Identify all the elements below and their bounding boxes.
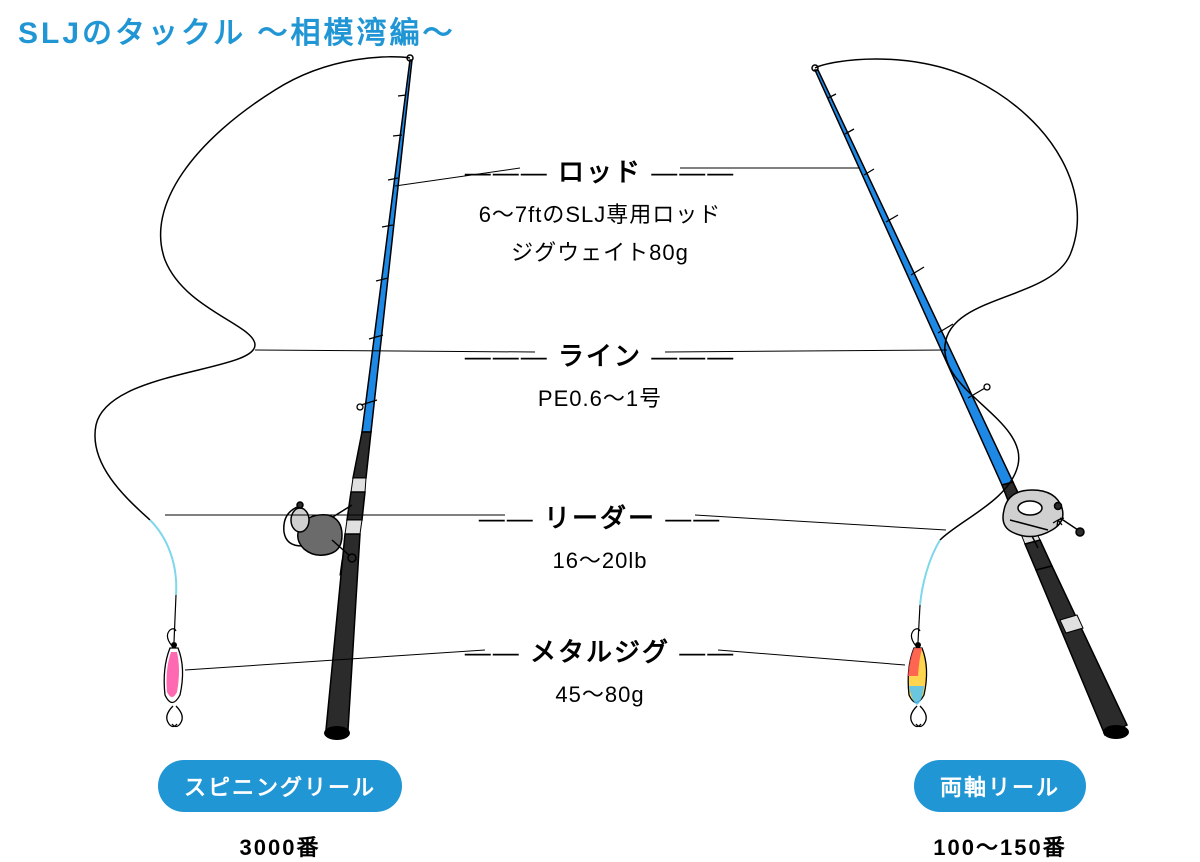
jig-label: メタルジグ: [530, 637, 670, 667]
diagram-stage: SLJのタックル ～相模湾編～: [0, 0, 1200, 860]
right-rod-upper: [815, 70, 1013, 485]
leader-heading: ―― リーダー ――: [0, 498, 1200, 535]
right-reel-block: 両軸リール 100～150番: [880, 760, 1120, 862]
line-heading: ――― ライン ―――: [0, 336, 1200, 373]
left-reel-size: 3000番: [150, 830, 410, 862]
section-line: ――― ライン ――― PE0.6～1号: [0, 336, 1200, 413]
leader-label: リーダー: [544, 503, 656, 533]
line-detail-1: PE0.6～1号: [0, 381, 1200, 413]
leader-detail-1: 16～20lb: [0, 543, 1200, 575]
rod-heading: ――― ロッド ―――: [0, 152, 1200, 189]
rod-label: ロッド: [558, 157, 642, 187]
tackle-diagram-svg: [0, 0, 1200, 860]
right-reel-size: 100～150番: [880, 830, 1120, 862]
jig-heading: ―― メタルジグ ――: [0, 632, 1200, 669]
jig-detail-1: 45～80g: [0, 677, 1200, 709]
rod-detail-2: ジグウェイト80g: [0, 235, 1200, 267]
left-rod-buttcap: [324, 726, 350, 740]
section-rod: ――― ロッド ――― 6～7ftのSLJ専用ロッド ジグウェイト80g: [0, 152, 1200, 267]
left-reel-pill: スピニングリール: [158, 760, 402, 812]
left-reel-block: スピニングリール 3000番: [150, 760, 410, 862]
section-leader: ―― リーダー ―― 16～20lb: [0, 498, 1200, 575]
rod-detail-1: 6～7ftのSLJ専用ロッド: [0, 197, 1200, 229]
left-rod-foregrip: [353, 432, 371, 478]
right-main-line: [815, 59, 1077, 540]
line-label: ライン: [558, 341, 642, 371]
section-jig: ―― メタルジグ ―― 45～80g: [0, 632, 1200, 709]
left-rod-band1: [351, 478, 366, 492]
right-reel-pill: 両軸リール: [914, 760, 1086, 812]
